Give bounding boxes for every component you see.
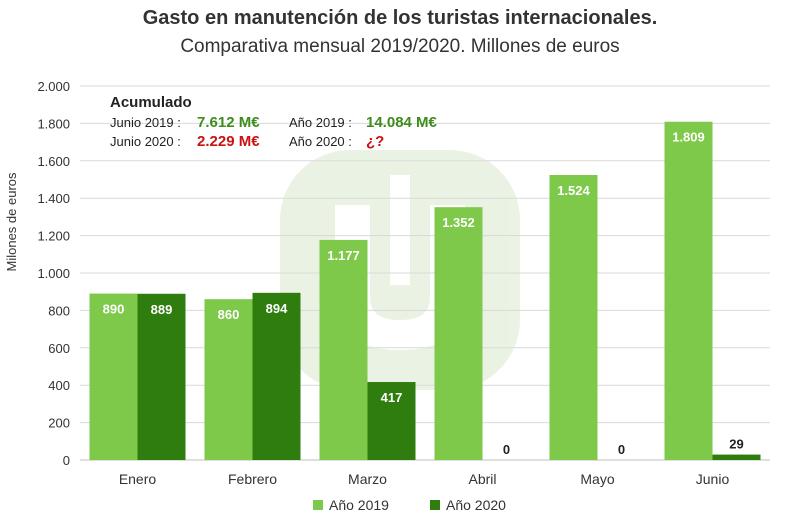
data-label: 29 <box>729 437 743 452</box>
legend: Año 2019 Año 2020 <box>313 497 506 513</box>
bar-2020 <box>367 382 416 460</box>
y-tick-label: 600 <box>48 341 70 356</box>
data-label: 1.352 <box>442 215 475 230</box>
data-label: 1.809 <box>672 130 705 145</box>
annotation-ano2019-value: 14.084 M€ <box>366 114 438 131</box>
data-label: 889 <box>151 302 173 317</box>
x-tick-label: Enero <box>119 471 157 487</box>
chart-subtitle: Comparativa mensual 2019/2020. Millones … <box>180 36 619 57</box>
x-tick-label: Abril <box>468 471 496 487</box>
x-tick-label: Marzo <box>348 471 387 487</box>
data-label: 890 <box>103 302 125 317</box>
y-tick-label: 2.000 <box>37 79 70 94</box>
x-tick-label: Febrero <box>228 471 277 487</box>
data-label: 1.524 <box>557 183 590 198</box>
data-label: 860 <box>218 307 240 322</box>
x-tick-label: Junio <box>696 471 730 487</box>
annotation-ano2020-label: Año 2020 : <box>289 134 352 149</box>
y-tick-label: 1.000 <box>37 266 70 281</box>
y-tick-label: 400 <box>48 378 70 393</box>
legend-swatch-2020 <box>430 500 440 510</box>
y-tick-label: 1.600 <box>37 154 70 169</box>
bar-2019 <box>319 239 368 460</box>
annotation-ano2019-label: Año 2019 : <box>289 115 352 130</box>
chart-title: Gasto en manutención de los turistas int… <box>143 7 658 29</box>
legend-label-2019: Año 2019 <box>329 497 389 513</box>
legend-swatch-2019 <box>313 500 323 510</box>
accumulated-annotation: Acumulado Junio 2019 : 7.612 M€ Junio 20… <box>110 94 438 150</box>
data-label: 417 <box>381 390 403 405</box>
bar-2020 <box>252 292 301 460</box>
annotation-junio2020-value: 2.229 M€ <box>197 133 260 150</box>
bar-2020 <box>712 454 761 460</box>
y-axis-label: Milones de euros <box>4 172 19 271</box>
watermark-logo <box>280 150 520 390</box>
bars <box>89 121 761 460</box>
data-label: 0 <box>503 442 510 457</box>
annotation-junio2020-label: Junio 2020 : <box>110 134 181 149</box>
data-label: 1.177 <box>327 248 360 263</box>
annotation-ano2020-value: ¿? <box>366 133 384 150</box>
bar-2019 <box>664 121 713 460</box>
category-labels: Enero Febrero Marzo Abril Mayo Junio <box>119 471 730 487</box>
y-tick-label: 800 <box>48 303 70 318</box>
data-labels: 890 889 860 894 1.177 417 1.352 0 1.524 0 1.809 29 <box>103 130 744 457</box>
y-tick-label: 1.400 <box>37 191 70 206</box>
bar-2019 <box>204 299 253 460</box>
y-tick-label: 0 <box>63 453 70 468</box>
bar-2019 <box>549 175 598 460</box>
annotation-junio2019-label: Junio 2019 : <box>110 115 181 130</box>
bar-2019 <box>89 293 138 460</box>
y-tick-label: 200 <box>48 416 70 431</box>
data-label: 894 <box>266 301 288 316</box>
bar-2019 <box>434 207 483 460</box>
annotation-junio2019-value: 7.612 M€ <box>197 114 260 131</box>
x-tick-label: Mayo <box>580 471 614 487</box>
y-tick-label: 1.200 <box>37 229 70 244</box>
y-tick-label: 1.800 <box>37 116 70 131</box>
data-label: 0 <box>618 442 625 457</box>
y-axis-ticks: 0 200 400 600 800 1.000 1.200 1.400 1.600 1.800 2.… <box>37 79 70 468</box>
bar-2020 <box>137 293 186 460</box>
gridlines <box>80 85 770 461</box>
legend-label-2020: Año 2020 <box>446 497 506 513</box>
annotation-heading: Acumulado <box>110 94 192 111</box>
